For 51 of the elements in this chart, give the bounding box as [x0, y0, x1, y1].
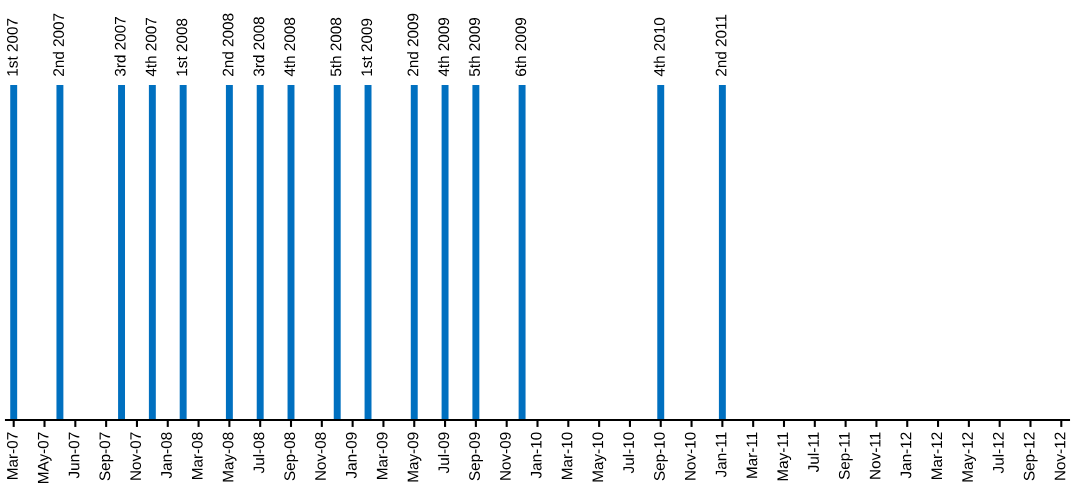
x-tick-label: Nov-12	[1054, 432, 1066, 480]
x-tick-label: Jul-09	[437, 432, 450, 474]
text: 5th 2009	[468, 17, 480, 77]
text: 3rd 2008	[253, 17, 265, 77]
x-tick-label: Mar-07	[6, 432, 18, 479]
text: 2nd 2007	[52, 13, 65, 76]
x-tick-label: Mar-09	[376, 432, 388, 479]
x-tick-label: May-10	[592, 432, 607, 482]
x-tick-label: Mar-11	[746, 432, 758, 478]
x-tick-label: Jan-11	[715, 432, 727, 478]
x-tick-label: Nov-08	[315, 432, 326, 480]
text: 4th 2009	[437, 17, 450, 77]
x-tick-label: MAy-07	[37, 432, 52, 483]
text: 3rd 2007	[114, 17, 126, 77]
text: 4th 2007	[145, 17, 157, 77]
x-tick-label: Sep-12	[1023, 432, 1038, 481]
x-tick-label: Jul-11	[807, 432, 819, 473]
text: 4th 2010	[653, 17, 665, 77]
x-tick-label: May-08	[222, 432, 237, 482]
x-tick-label: Sep-09	[469, 432, 483, 481]
x-tick-label: Mar-10	[561, 432, 573, 479]
x-tick-label: Nov-11	[869, 432, 881, 479]
x-tick-label: Jun-07	[68, 432, 80, 479]
text: 6th 2009	[514, 17, 527, 76]
text: 2nd 2008	[222, 13, 234, 76]
text: 1st 2008	[176, 18, 188, 76]
x-tick-label: Mar-08	[191, 432, 203, 479]
x-tick-label: Mar-12	[931, 432, 943, 479]
x-tick-label: Jul-10	[622, 432, 635, 474]
x-tick-label: May-12	[962, 432, 976, 482]
text: 1st 2009	[361, 18, 373, 76]
x-tick-label: Jan-10	[530, 432, 542, 479]
text: 2nd 2011	[715, 14, 727, 76]
x-tick-label: Jan-12	[900, 432, 912, 479]
x-tick-label: Sep-11	[838, 432, 853, 480]
x-tick-label: Sep-08	[284, 432, 299, 481]
x-tick-label: Nov-10	[684, 432, 696, 480]
x-tick-label: Nov-09	[499, 432, 511, 480]
x-tick-label: Sep-10	[654, 432, 668, 481]
text: 2nd 2009	[407, 13, 419, 76]
text: 5th 2008	[330, 17, 342, 77]
text: 1st 2007	[6, 18, 18, 76]
x-tick-label: Nov-07	[130, 432, 142, 480]
x-tick-label: May-11	[777, 432, 792, 481]
x-tick-label: Jul-12	[992, 432, 1004, 474]
x-tick-label: Jan-08	[161, 432, 172, 479]
text: 4th 2008	[283, 17, 296, 77]
x-tick-label: Sep-07	[99, 432, 114, 481]
x-tick-label: Jul-08	[253, 432, 265, 474]
x-tick-label: Jan-09	[345, 432, 357, 479]
x-tick-label: May-09	[407, 432, 422, 482]
